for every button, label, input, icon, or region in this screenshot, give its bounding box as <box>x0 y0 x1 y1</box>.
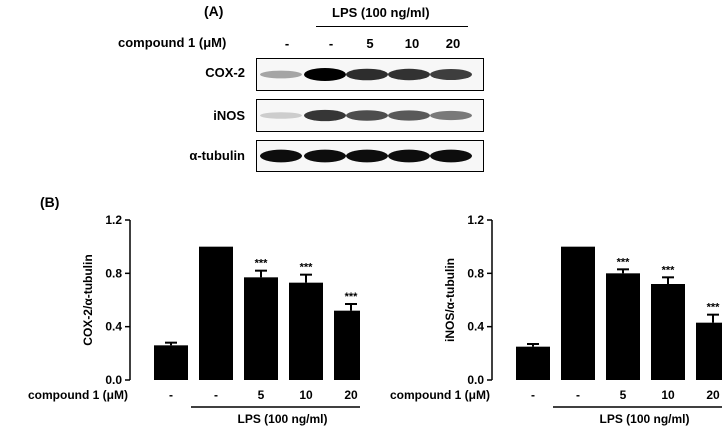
lane-label: 10 <box>404 36 420 51</box>
y-tick-label: 0.0 <box>467 373 484 387</box>
x-tick-label: 10 <box>299 388 313 402</box>
blot-band <box>346 68 388 81</box>
bar <box>244 277 278 380</box>
blot-band <box>346 149 388 163</box>
blot-label-inos: iNOS <box>213 108 245 123</box>
lps-axis-label: LPS (100 ng/ml) <box>599 412 689 426</box>
lane-label: 20 <box>445 36 461 51</box>
x-tick-label: - <box>214 388 218 402</box>
significance-label: *** <box>300 262 314 274</box>
blot-band <box>346 110 388 121</box>
bar <box>561 246 595 380</box>
bar <box>606 273 640 380</box>
blot-tubulin <box>256 140 484 172</box>
y-tick-label: 1.2 <box>105 213 122 227</box>
x-tick-label: 10 <box>661 388 675 402</box>
blot-band <box>388 110 430 121</box>
blot-band <box>430 68 472 81</box>
y-axis-label: COX-2/α-tubulin <box>81 254 95 345</box>
x-tick-label: 5 <box>258 388 265 402</box>
bar <box>696 322 722 380</box>
blot-cox2 <box>256 58 484 91</box>
significance-label: *** <box>617 256 631 268</box>
inos-chart: 0.0 0.4 0.8 1.2 iNOS/α-tubulin - - *** 5 *** 10 ***… <box>390 213 722 426</box>
x-tick-label: 20 <box>344 388 358 402</box>
blot-band <box>430 110 472 121</box>
blot-band <box>304 68 346 81</box>
significance-label: *** <box>662 264 676 276</box>
blot-band <box>260 149 302 163</box>
blot-band <box>260 70 302 79</box>
x-tick-label: - <box>531 388 535 402</box>
blot-band <box>304 149 346 163</box>
compound-label: compound 1 (μM) <box>118 35 227 50</box>
bar <box>516 346 550 380</box>
blot-inos <box>256 99 484 132</box>
lps-header: LPS (100 ng/ml) <box>332 5 430 20</box>
blot-band <box>388 149 430 163</box>
y-axis-label: iNOS/α-tubulin <box>443 258 457 342</box>
x-tick-label: - <box>169 388 173 402</box>
lane-label: - <box>328 36 334 51</box>
y-tick-label: 0.8 <box>105 266 122 280</box>
blot-band <box>260 112 302 119</box>
blot-label-tubulin: α-tubulin <box>189 148 245 163</box>
x-tick-label: 5 <box>620 388 627 402</box>
blot-label-cox2: COX-2 <box>205 65 245 80</box>
compound-axis-label: compound 1 (μM) <box>28 388 128 402</box>
compound-axis-label: compound 1 (μM) <box>390 388 490 402</box>
bar <box>199 246 233 380</box>
y-tick-label: 0.0 <box>105 373 122 387</box>
cox2-chart: 0.0 0.4 0.8 1.2 COX-2/α-tubulin - - *** 5 *** 10 **… <box>28 213 360 426</box>
lps-axis-label: LPS (100 ng/ml) <box>237 412 327 426</box>
significance-label: *** <box>345 291 359 303</box>
lane-label: 5 <box>366 36 374 51</box>
bar <box>154 345 188 380</box>
bar <box>289 282 323 380</box>
panel-b-label: (B) <box>40 194 60 210</box>
lane-label: - <box>284 36 290 51</box>
blot-band <box>430 149 472 163</box>
blot-band <box>388 68 430 81</box>
x-tick-label: - <box>576 388 580 402</box>
x-tick-label: 20 <box>706 388 720 402</box>
y-tick-label: 1.2 <box>467 213 484 227</box>
bar <box>651 284 685 380</box>
y-tick-label: 0.4 <box>467 320 484 334</box>
significance-label: *** <box>255 258 269 270</box>
bar <box>334 310 360 380</box>
panel-a-label: (A) <box>204 3 224 19</box>
blot-band <box>304 109 346 122</box>
lps-underline <box>316 26 468 27</box>
y-tick-label: 0.8 <box>467 266 484 280</box>
y-tick-label: 0.4 <box>105 320 122 334</box>
significance-label: *** <box>707 302 721 314</box>
